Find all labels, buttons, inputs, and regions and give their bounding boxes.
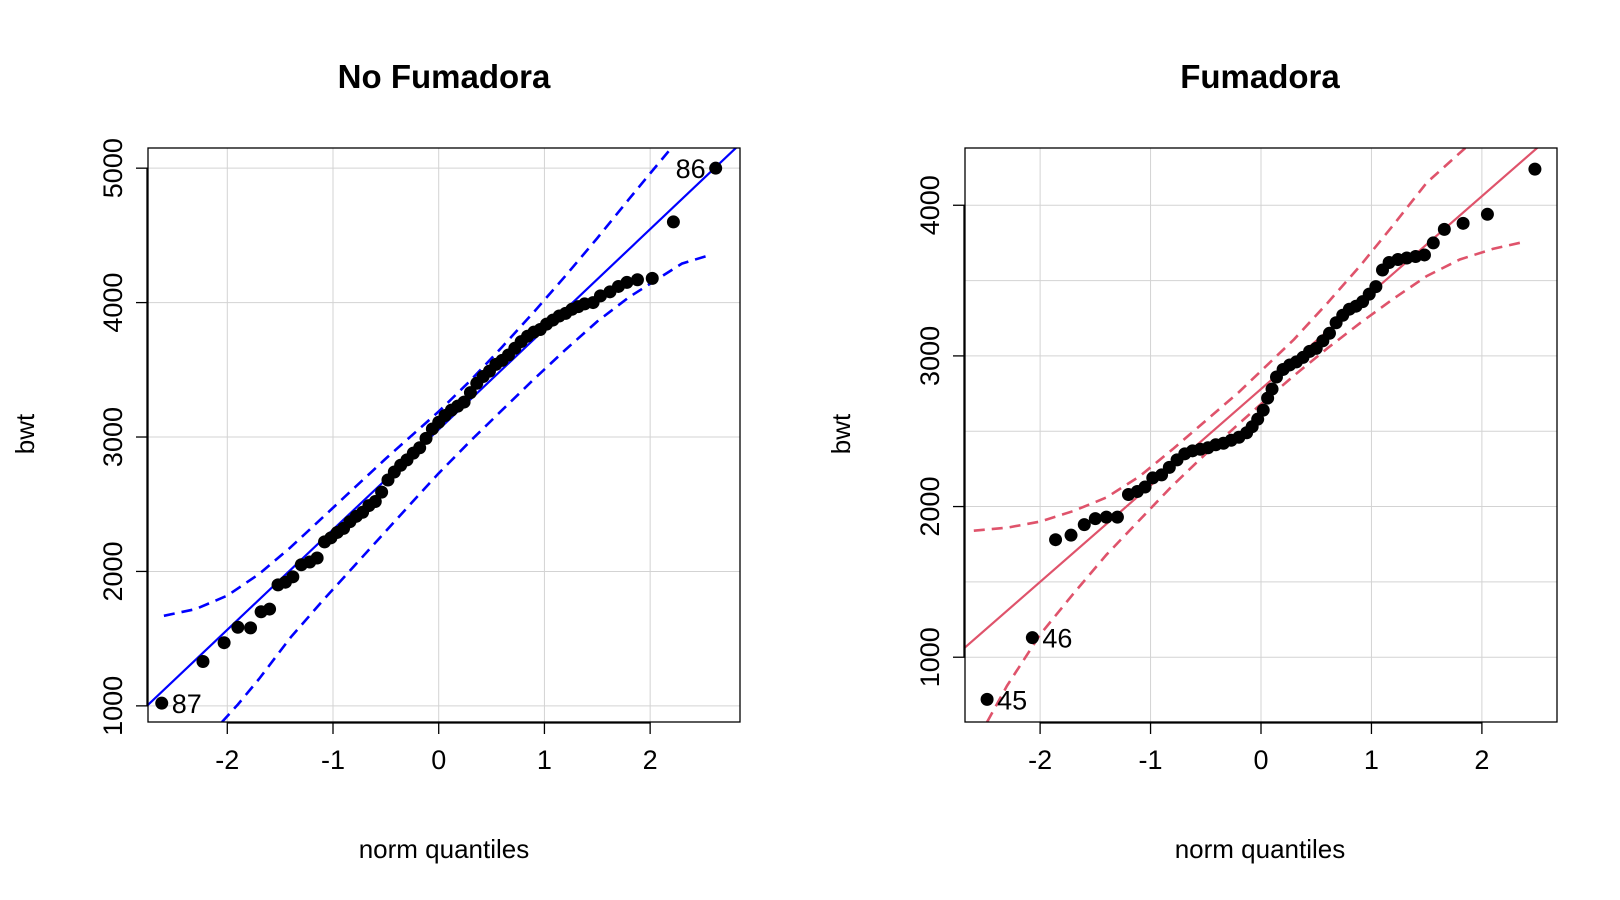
x-tick-label: 0 bbox=[431, 745, 446, 775]
confidence-envelope-lower bbox=[221, 254, 709, 722]
data-point bbox=[1265, 382, 1279, 396]
data-point bbox=[263, 602, 277, 616]
reference-line bbox=[965, 148, 1539, 649]
chart-title: Fumadora bbox=[1180, 58, 1340, 95]
data-point bbox=[1417, 248, 1431, 262]
y-axis-label: bwt bbox=[826, 413, 856, 454]
data-point bbox=[709, 161, 723, 175]
qq-plot-no-fumadora: No Fumadora norm quantiles bwt 87 86 -2 -1 0… bbox=[10, 58, 741, 864]
data-point bbox=[1256, 403, 1270, 417]
data-point bbox=[1025, 631, 1039, 645]
data-point bbox=[1064, 528, 1078, 542]
x-tick-label: -1 bbox=[1139, 745, 1163, 775]
x-axis-label: norm quantiles bbox=[1175, 834, 1346, 864]
point-label: 45 bbox=[997, 685, 1027, 715]
data-point bbox=[630, 273, 644, 287]
data-point bbox=[375, 485, 389, 499]
data-point bbox=[310, 551, 324, 565]
qq-plot-fumadora: Fumadora norm quantiles bwt 45 46 -2 -1 0 1 2 1… bbox=[826, 58, 1558, 864]
data-point bbox=[1456, 216, 1470, 230]
point-label: 87 bbox=[172, 689, 202, 719]
y-tick-label: 1000 bbox=[98, 676, 128, 736]
data-point bbox=[1426, 236, 1440, 250]
data-point bbox=[244, 621, 258, 635]
data-point bbox=[1437, 222, 1451, 236]
data-point bbox=[196, 655, 210, 669]
data-point bbox=[1099, 510, 1113, 524]
y-tick-label: 2000 bbox=[915, 477, 945, 537]
x-tick-label: -1 bbox=[321, 745, 345, 775]
y-tick-label: 1000 bbox=[915, 627, 945, 687]
data-point bbox=[368, 495, 382, 509]
point-label: 46 bbox=[1042, 624, 1072, 654]
data-point bbox=[1480, 207, 1494, 221]
data-point bbox=[1088, 512, 1102, 526]
x-axis-label: norm quantiles bbox=[359, 834, 530, 864]
data-point bbox=[1369, 280, 1383, 294]
y-axis-label: bwt bbox=[10, 413, 40, 454]
y-tick-label: 3000 bbox=[915, 326, 945, 386]
data-point bbox=[463, 386, 477, 400]
confidence-envelope-upper bbox=[163, 148, 673, 618]
y-tick-label: 4000 bbox=[915, 175, 945, 235]
data-point bbox=[1138, 480, 1152, 494]
data-point bbox=[980, 692, 994, 706]
grid bbox=[148, 148, 740, 722]
x-tick-label: 2 bbox=[643, 745, 658, 775]
data-point bbox=[419, 431, 433, 445]
y-tick-label: 3000 bbox=[98, 407, 128, 467]
confidence-envelope-lower bbox=[985, 240, 1527, 722]
data-point bbox=[666, 215, 680, 229]
y-tick-label: 5000 bbox=[98, 138, 128, 198]
data-point bbox=[1049, 533, 1063, 547]
data-point bbox=[1528, 162, 1542, 176]
data-point bbox=[413, 441, 427, 455]
data-point bbox=[231, 620, 245, 634]
chart-title: No Fumadora bbox=[338, 58, 551, 95]
data-point bbox=[217, 636, 231, 650]
data-point bbox=[457, 395, 471, 409]
x-tick-label: 0 bbox=[1253, 745, 1268, 775]
data-point bbox=[645, 271, 659, 285]
data-point bbox=[620, 275, 634, 289]
data-point bbox=[286, 570, 300, 584]
data-point bbox=[1322, 326, 1336, 340]
data-point bbox=[1110, 510, 1124, 524]
grid bbox=[965, 148, 1557, 722]
x-tick-label: 1 bbox=[1364, 745, 1379, 775]
x-tick-label: 1 bbox=[537, 745, 552, 775]
plot-frame bbox=[147, 147, 741, 723]
point-label: 86 bbox=[676, 154, 706, 184]
x-tick-label: -2 bbox=[215, 745, 239, 775]
x-tick-label: 2 bbox=[1474, 745, 1489, 775]
y-tick-label: 2000 bbox=[98, 541, 128, 601]
y-tick-label: 4000 bbox=[98, 273, 128, 333]
confidence-envelope-upper bbox=[973, 148, 1467, 532]
data-point bbox=[155, 696, 169, 710]
data-point bbox=[1077, 518, 1091, 532]
x-tick-label: -2 bbox=[1028, 745, 1052, 775]
